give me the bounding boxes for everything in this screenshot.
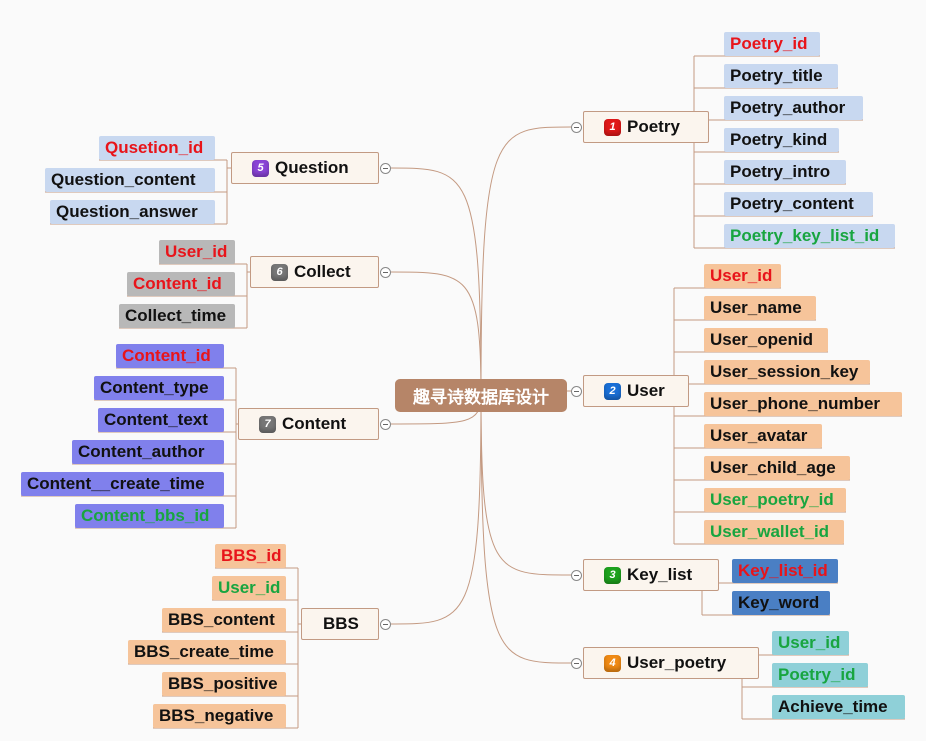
number-badge-icon: 4 (604, 654, 621, 672)
field-poetry[interactable]: Poetry_key_list_id (724, 224, 895, 248)
branch-collect[interactable]: 6 Collect (250, 256, 379, 288)
field-poetry[interactable]: Poetry_author (724, 96, 863, 120)
branch-user[interactable]: 2 User (583, 375, 689, 407)
collapse-toggle-icon[interactable] (571, 570, 582, 581)
number-badge-icon: 2 (604, 382, 621, 400)
field-poetry[interactable]: Poetry_id (724, 32, 820, 56)
branch-poetry[interactable]: 1 Poetry (583, 111, 709, 143)
field-user[interactable]: User_openid (704, 328, 828, 352)
field-poetry[interactable]: Poetry_title (724, 64, 838, 88)
branch-content[interactable]: 7 Content (238, 408, 379, 440)
field-question[interactable]: Question_content (45, 168, 215, 192)
branch-label: User (627, 381, 665, 400)
field-collect[interactable]: Content_id (127, 272, 235, 296)
root-topic[interactable]: 趣寻诗数据库设计 (395, 379, 567, 412)
number-badge-icon: 5 (252, 159, 269, 177)
number-badge-icon: 7 (259, 415, 276, 433)
field-content[interactable]: Content_bbs_id (75, 504, 224, 528)
field-bbs[interactable]: BBS_positive (162, 672, 286, 696)
collapse-toggle-icon[interactable] (571, 122, 582, 133)
field-user[interactable]: User_session_key (704, 360, 870, 384)
field-collect[interactable]: User_id (159, 240, 235, 264)
field-user[interactable]: User_wallet_id (704, 520, 844, 544)
field-content[interactable]: Content_type (94, 376, 224, 400)
field-bbs[interactable]: BBS_create_time (128, 640, 286, 664)
field-key-list[interactable]: Key_list_id (732, 559, 838, 583)
field-user[interactable]: User_child_age (704, 456, 850, 480)
field-bbs[interactable]: BBS_content (162, 608, 286, 632)
field-key-list[interactable]: Key_word (732, 591, 830, 615)
field-question[interactable]: Qusetion_id (99, 136, 215, 160)
field-user-poetry[interactable]: Achieve_time (772, 695, 905, 719)
field-content[interactable]: Content_author (72, 440, 224, 464)
field-bbs[interactable]: BBS_id (215, 544, 286, 568)
collapse-toggle-icon[interactable] (571, 658, 582, 669)
number-badge-icon: 3 (604, 566, 621, 584)
branch-label: Collect (294, 262, 351, 281)
branch-label: Content (282, 414, 347, 433)
field-content[interactable]: Content__create_time (21, 472, 224, 496)
number-badge-icon: 6 (271, 263, 288, 281)
branch-label: BBS (323, 614, 359, 633)
field-poetry[interactable]: Poetry_intro (724, 160, 846, 184)
field-collect[interactable]: Collect_time (119, 304, 235, 328)
branch-label: Poetry (627, 117, 680, 136)
branch-question[interactable]: 5 Question (231, 152, 379, 184)
number-badge-icon: 1 (604, 118, 621, 136)
field-user[interactable]: User_avatar (704, 424, 822, 448)
field-content[interactable]: Content_id (116, 344, 224, 368)
field-poetry[interactable]: Poetry_content (724, 192, 873, 216)
field-user[interactable]: User_poetry_id (704, 488, 846, 512)
field-user[interactable]: User_phone_number (704, 392, 902, 416)
branch-key-list[interactable]: 3 Key_list (583, 559, 719, 591)
field-user-poetry[interactable]: Poetry_id (772, 663, 868, 687)
collapse-toggle-icon[interactable] (380, 163, 391, 174)
branch-label: User_poetry (627, 653, 727, 672)
branch-bbs[interactable]: BBS (301, 608, 379, 640)
field-bbs[interactable]: BBS_negative (153, 704, 286, 728)
field-user[interactable]: User_id (704, 264, 781, 288)
collapse-toggle-icon[interactable] (571, 386, 582, 397)
field-user[interactable]: User_name (704, 296, 816, 320)
branch-user-poetry[interactable]: 4 User_poetry (583, 647, 759, 679)
field-question[interactable]: Question_answer (50, 200, 215, 224)
field-content[interactable]: Content_text (98, 408, 224, 432)
branch-label: Key_list (627, 565, 693, 584)
branch-label: Question (275, 158, 349, 177)
collapse-toggle-icon[interactable] (380, 267, 391, 278)
collapse-toggle-icon[interactable] (380, 419, 391, 430)
field-user-poetry[interactable]: User_id (772, 631, 849, 655)
field-bbs[interactable]: User_id (212, 576, 286, 600)
field-poetry[interactable]: Poetry_kind (724, 128, 839, 152)
collapse-toggle-icon[interactable] (380, 619, 391, 630)
